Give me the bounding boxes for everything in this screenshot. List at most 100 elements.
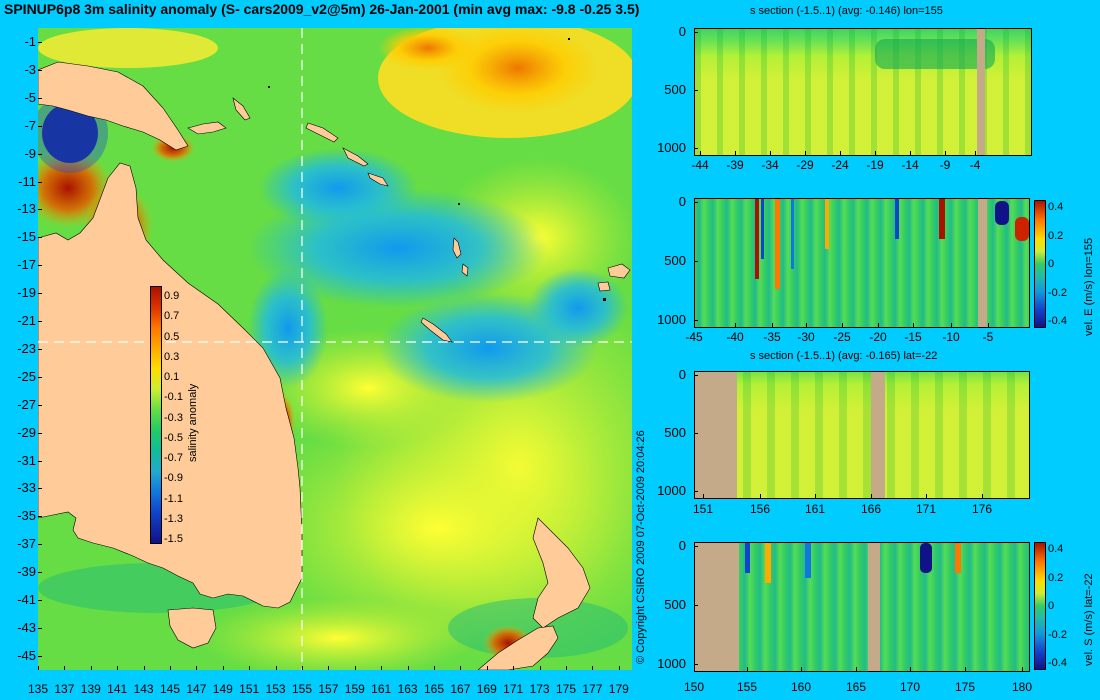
panel1-x-tick-label: -24 (831, 158, 849, 172)
map-y-tick-label: -7 (24, 117, 36, 133)
map-y-tick-label: -19 (17, 285, 36, 301)
panel4-land-band (868, 543, 880, 671)
map-x-tick-label: 179 (608, 682, 629, 696)
map-colorbar-tick-label: -1.3 (164, 512, 183, 525)
map-x-tick (460, 666, 462, 670)
panel4-plot (694, 542, 1030, 672)
map-y-tick-label: -37 (17, 536, 36, 552)
map-colorbar-tick-label: -0.7 (164, 452, 183, 464)
map-x-tick-label: 173 (529, 682, 550, 696)
panel4-colorbar-tick-label: 0.2 (1048, 571, 1064, 584)
map-y-tick-label: -29 (17, 424, 36, 440)
panel4-x-tick (910, 667, 911, 671)
panel4-colorbar-tick-label: -0.2 (1048, 628, 1067, 641)
map-y-tick (38, 404, 42, 406)
map-x-tick (354, 666, 356, 670)
map-x-tick (566, 666, 567, 670)
map-x-tick (196, 666, 198, 670)
map-colorbar-tick-label: -0.9 (164, 472, 183, 485)
map-x-tick-label: 159 (344, 682, 365, 696)
panel2-colorbar-tick-label: 0.2 (1048, 229, 1064, 242)
panel4-x-tick-label: 150 (683, 680, 705, 694)
panel2-x-tick (694, 323, 695, 327)
panel2-x-tick-label: -40 (726, 330, 744, 344)
panel2-x-tick (735, 323, 736, 327)
map-y-tick-label: -17 (17, 257, 36, 273)
panel1-y-tick (694, 148, 698, 149)
map-x-tick (222, 666, 224, 670)
map-colorbar-tick-label: -1.5 (164, 533, 183, 545)
panel4-x-tick-label: 175 (954, 680, 976, 694)
panel2-x-tick-label: -5 (982, 330, 994, 344)
map-colorbar-label: salinity anomaly (187, 383, 199, 462)
map-x-tick (249, 666, 251, 670)
panel3-y-tick-label: 500 (664, 425, 686, 440)
map-y-tick-label: -41 (17, 592, 36, 607)
map-x-tick (618, 666, 620, 670)
panel1-x-tick (700, 151, 701, 155)
panel2-colorbar-tick-label: 0.4 (1048, 201, 1064, 213)
map-y-tick-label: -31 (17, 452, 36, 468)
map-x-tick (328, 666, 330, 670)
panel2-colorbar-tick-label: -0.2 (1048, 286, 1067, 299)
map-x-tick (539, 666, 541, 670)
map-y-tick (38, 97, 42, 99)
map-x-tick-label: 157 (318, 682, 339, 696)
panel1-x-tick-label: -44 (691, 158, 709, 172)
panel3-x-tick (982, 494, 983, 498)
map-colorbar-tick-label: -0.1 (164, 391, 183, 404)
map-x-tick-label: 143 (133, 682, 154, 696)
panel4-colorbar-label: vel. S (m/s) lat=-22 (1083, 573, 1095, 666)
map-x-tick-label: 177 (582, 682, 603, 696)
map-y-tick-label: -39 (17, 564, 36, 580)
map-y-tick-label: -23 (17, 340, 36, 356)
panel2-y-tick-label: 1000 (657, 312, 686, 327)
map-y-tick (38, 655, 42, 657)
panel2-y-tick-label: 500 (664, 253, 686, 268)
panel4-y-tick (694, 664, 698, 665)
panel4-x-tick (747, 667, 748, 671)
panel4-colorbar (1034, 542, 1046, 670)
panel4-land-shelf (695, 543, 739, 671)
map-x-tick-label: 165 (423, 682, 445, 696)
panel4-colorbar-tick-label: 0.4 (1048, 543, 1064, 555)
panel2-colorbar (1034, 200, 1046, 328)
map-x-tick-label: 175 (555, 682, 577, 696)
panel3-x-tick (815, 494, 816, 498)
panel2-y-tick (694, 320, 698, 321)
panel2-x-tick-label: -20 (869, 330, 887, 344)
panel1-x-tick-label: -14 (901, 158, 919, 172)
panel2-x-tick-label: -25 (833, 330, 851, 344)
panel1-y-tick (694, 90, 698, 91)
panel1-x-tick-label: -9 (939, 158, 951, 172)
panel3-plot (694, 371, 1030, 499)
salinity-map (38, 28, 632, 670)
map-colorbar-tick-label: 0.1 (164, 371, 180, 383)
panel3-y-tick (694, 433, 698, 434)
panel2-y-tick (694, 261, 698, 262)
panel1-x-tick-label: -19 (866, 158, 884, 172)
panel3-land-shelf (695, 372, 737, 498)
map-x-tick (407, 666, 409, 670)
map-y-tick (38, 460, 42, 462)
panel2-land-band (978, 199, 987, 327)
map-x-tick (302, 666, 303, 670)
map-x-tick-label: 139 (80, 682, 101, 696)
panel1-title: s section (-1.5..1) (avg: -0.146) lon=15… (750, 5, 943, 17)
map-y-tick (38, 544, 42, 546)
map-y-tick-label: -3 (24, 61, 36, 77)
map-x-tick (38, 666, 39, 670)
panel3-x-tick-label: 161 (804, 502, 826, 516)
panel4-x-tick-label: 155 (736, 680, 758, 694)
map-colorbar-tick-label: 0.3 (164, 350, 180, 363)
map-colorbar-tick-label: -1.1 (164, 492, 183, 505)
map-y-tick (38, 516, 42, 518)
map-x-tick (381, 666, 383, 670)
map-x-tick-label: 167 (450, 682, 471, 696)
map-colorbar-tick-label: 0.7 (164, 310, 180, 323)
map-y-tick (38, 321, 42, 322)
panel4-x-tick-label: 165 (845, 680, 867, 694)
map-y-tick (38, 265, 42, 267)
panel2-x-tick (878, 323, 879, 327)
panel4-x-tick (801, 667, 802, 671)
